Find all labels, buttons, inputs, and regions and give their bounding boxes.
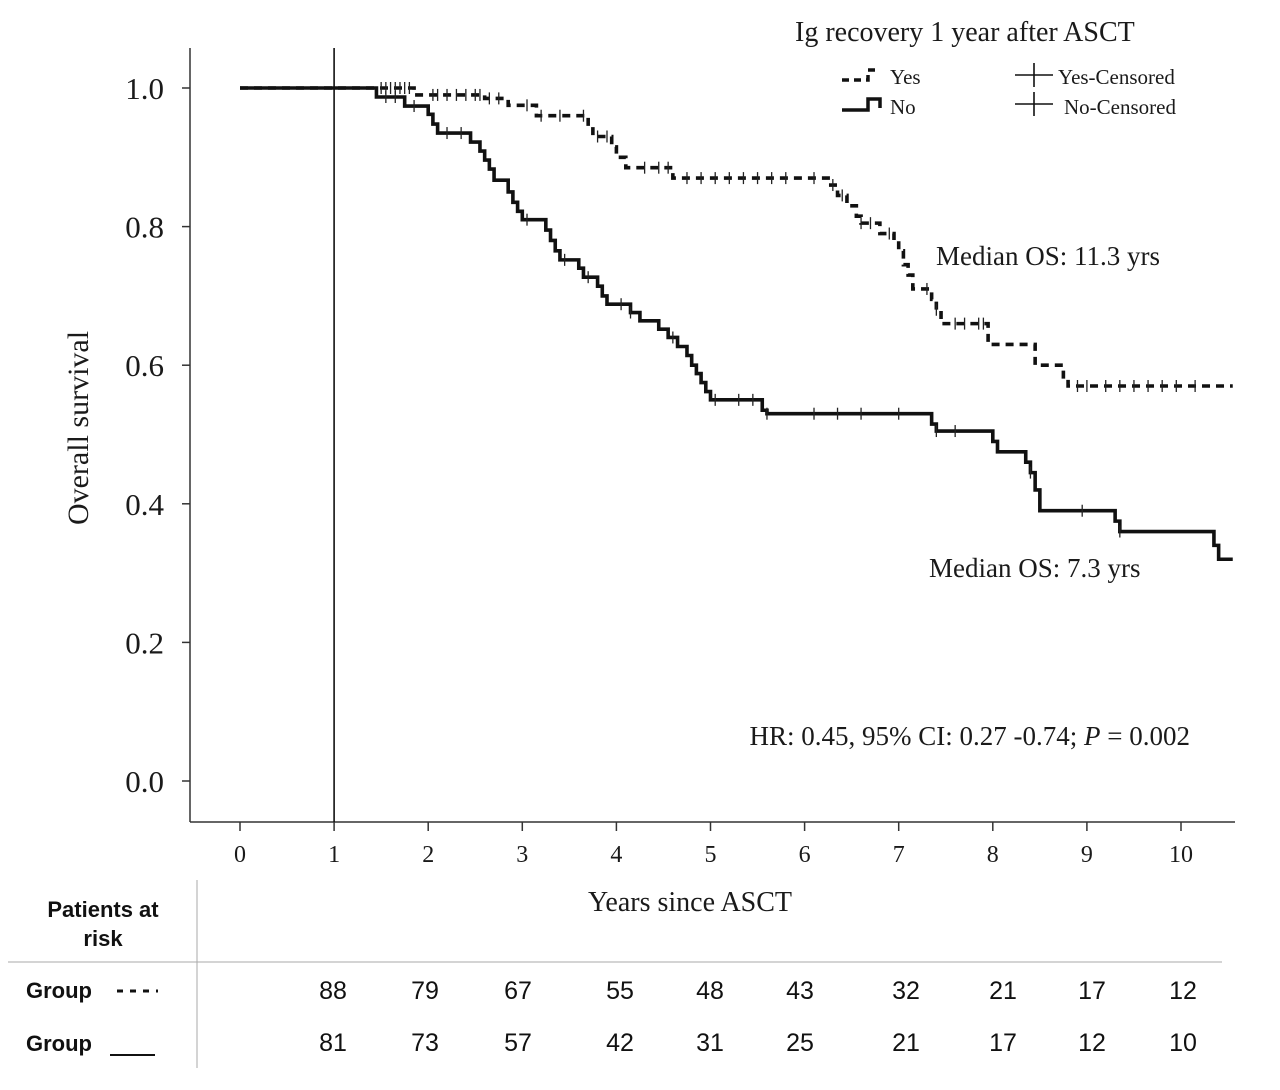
x-tick-label: 9 — [1081, 842, 1093, 868]
x-axis-title: Years since ASCT — [588, 887, 792, 918]
legend-no-censored-swatch — [1015, 92, 1053, 116]
risk-count: 31 — [696, 1029, 724, 1057]
risk-count: 48 — [696, 977, 724, 1005]
x-tick-label: 5 — [705, 842, 717, 868]
survival-curve-yes — [240, 86, 1233, 388]
x-tick-label: 8 — [987, 842, 999, 868]
risk-row-yes-values: 88 79 67 55 48 43 32 21 17 12 — [319, 977, 1197, 1005]
risk-count: 17 — [989, 1029, 1017, 1057]
y-tick-label: 0.6 — [125, 348, 164, 383]
risk-row-yes-label: Group — [26, 978, 92, 1003]
x-tick-label: 10 — [1169, 842, 1193, 868]
risk-count: 10 — [1169, 1029, 1197, 1057]
risk-count: 79 — [411, 977, 439, 1005]
x-tick-label: 1 — [328, 842, 340, 868]
risk-table-header-line2: risk — [83, 926, 123, 951]
risk-count: 43 — [786, 977, 814, 1005]
legend-no-label: No — [890, 95, 916, 119]
risk-count: 12 — [1169, 977, 1197, 1005]
risk-table: Patients at risk Group Group 88 79 67 55 48 4… — [8, 880, 1222, 1068]
risk-count: 88 — [319, 977, 347, 1005]
censor-marks — [380, 82, 1196, 538]
risk-row-no-values: 81 73 57 42 31 25 21 17 12 10 — [319, 1029, 1197, 1057]
legend-title: Ig recovery 1 year after ASCT — [795, 17, 1135, 48]
x-tick-label: 6 — [799, 842, 811, 868]
legend-yes-swatch — [842, 68, 880, 82]
risk-count: 21 — [892, 1029, 920, 1057]
y-tick-label: 1.0 — [125, 71, 164, 106]
legend: Ig recovery 1 year after ASCT Yes No Yes… — [795, 17, 1176, 119]
x-axis-ticks: 0 1 2 3 4 5 6 7 8 9 10 — [234, 822, 1193, 868]
legend-yes-censored-swatch — [1015, 63, 1053, 87]
risk-table-header-line1: Patients at — [47, 897, 159, 922]
x-tick-label: 0 — [234, 842, 246, 868]
survival-curves — [240, 86, 1233, 562]
legend-no-swatch — [842, 97, 882, 112]
hazard-ratio-annotation: HR: 0.45, 95% CI: 0.27 -0.74; P = 0.002 — [750, 721, 1190, 751]
median-os-no: Median OS: 7.3 yrs — [929, 553, 1141, 583]
risk-count: 21 — [989, 977, 1017, 1005]
median-os-yes: Median OS: 11.3 yrs — [936, 241, 1160, 271]
risk-count: 67 — [504, 977, 532, 1005]
x-tick-label: 4 — [610, 842, 622, 868]
risk-count: 32 — [892, 977, 920, 1005]
survival-curve-no — [240, 86, 1233, 562]
hr-p-value: = 0.002 — [1101, 721, 1190, 751]
y-tick-label: 0.4 — [125, 487, 164, 522]
risk-count: 81 — [319, 1029, 347, 1057]
risk-count: 17 — [1078, 977, 1106, 1005]
risk-count: 73 — [411, 1029, 439, 1057]
x-tick-label: 2 — [422, 842, 434, 868]
legend-yes-label: Yes — [890, 65, 921, 89]
risk-row-no-label: Group — [26, 1031, 92, 1056]
y-tick-label: 0.8 — [125, 210, 164, 245]
x-tick-label: 3 — [516, 842, 528, 868]
risk-count: 42 — [606, 1029, 634, 1057]
hr-p-symbol: P — [1083, 721, 1101, 751]
hr-prefix: HR: 0.45, 95% CI: 0.27 -0.74; — [750, 721, 1085, 751]
y-axis-ticks: 1.0 0.8 0.6 0.4 0.2 0.0 — [125, 71, 190, 799]
y-tick-label: 0.0 — [125, 764, 164, 799]
y-axis-title: Overall survival — [62, 331, 95, 525]
y-tick-label: 0.2 — [125, 625, 164, 660]
risk-count: 55 — [606, 977, 634, 1005]
x-tick-label: 7 — [893, 842, 905, 868]
risk-count: 12 — [1078, 1029, 1106, 1057]
legend-yes-censored-label: Yes-Censored — [1058, 65, 1175, 89]
risk-count: 25 — [786, 1029, 814, 1057]
legend-no-censored-label: No-Censored — [1064, 95, 1176, 119]
risk-count: 57 — [504, 1029, 532, 1057]
